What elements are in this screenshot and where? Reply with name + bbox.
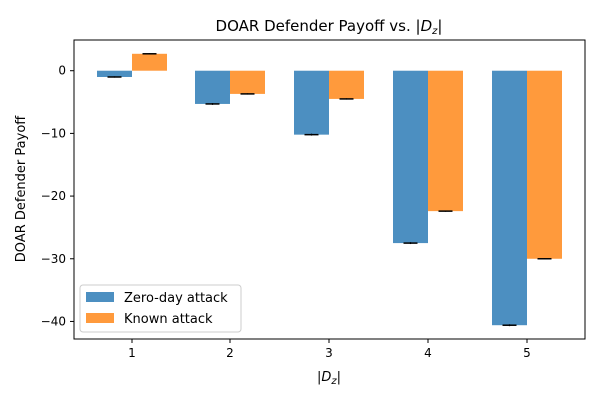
chart-title-prefix: DOAR Defender Payoff vs.	[216, 17, 416, 35]
bar-known-4	[428, 70, 463, 212]
legend-box	[79, 284, 242, 333]
bar-known-1	[132, 53, 167, 71]
legend-label-zero-day: Zero-day attack	[124, 291, 228, 306]
bar-known-5	[527, 70, 562, 259]
y-tick-label: 0	[58, 64, 66, 78]
bar-zero-day-1	[97, 70, 132, 77]
legend-swatch-known	[86, 313, 114, 323]
y-tick-label: −30	[41, 252, 66, 266]
legend-swatch-zero-day	[86, 292, 114, 302]
y-tick-label: −20	[41, 189, 66, 203]
bar-zero-day-4	[393, 70, 428, 244]
x-tick-label: 5	[523, 346, 531, 360]
y-tick-label: −10	[41, 126, 66, 140]
x-tick-label: 1	[128, 346, 136, 360]
bar-zero-day-2	[195, 70, 230, 104]
y-axis-label: DOAR Defender Payoff	[14, 115, 29, 262]
x-tick-label: 3	[325, 346, 333, 360]
y-tick-label: −40	[41, 314, 66, 328]
legend: Zero-day attack Known attack	[79, 284, 242, 333]
x-tick-label: 4	[424, 346, 432, 360]
bar-known-3	[329, 70, 364, 99]
chart-title-math: |Dz|	[416, 17, 443, 37]
x-tick-label: 2	[226, 346, 234, 360]
x-axis: 1 2 3 4 5	[128, 339, 531, 360]
y-axis: 0 −10 −20 −30 −40	[41, 64, 74, 328]
chart-title: DOAR Defender Payoff vs. |Dz|	[216, 17, 443, 37]
x-axis-label: |Dz|	[317, 370, 341, 387]
error-bars	[107, 53, 552, 327]
bar-known-2	[230, 70, 265, 94]
legend-label-known: Known attack	[124, 312, 213, 327]
bar-zero-day-3	[294, 70, 329, 135]
bar-zero-day-5	[492, 70, 527, 326]
bars	[97, 53, 562, 326]
